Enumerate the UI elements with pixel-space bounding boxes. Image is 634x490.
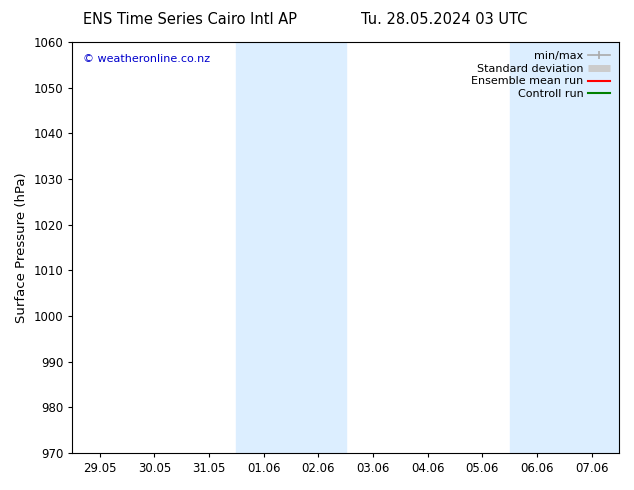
Bar: [236, 42, 346, 453]
Bar: [510, 42, 619, 453]
Text: Tu. 28.05.2024 03 UTC: Tu. 28.05.2024 03 UTC: [361, 12, 527, 27]
Text: © weatheronline.co.nz: © weatheronline.co.nz: [83, 54, 210, 64]
Legend: min/max, Standard deviation, Ensemble mean run, Controll run: min/max, Standard deviation, Ensemble me…: [468, 48, 614, 102]
Text: ENS Time Series Cairo Intl AP: ENS Time Series Cairo Intl AP: [83, 12, 297, 27]
Y-axis label: Surface Pressure (hPa): Surface Pressure (hPa): [15, 172, 28, 323]
